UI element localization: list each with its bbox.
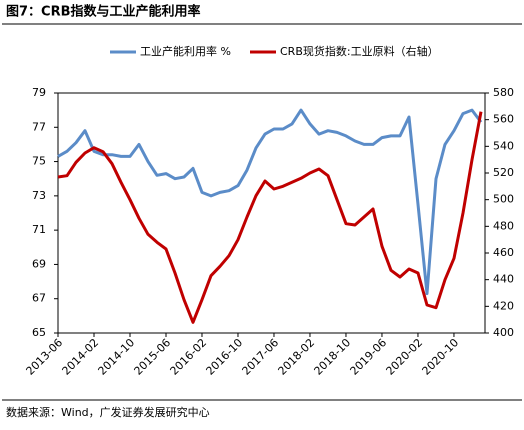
y-tick-label: 79 [32, 86, 46, 99]
series-line [57, 111, 483, 324]
legend-label: 工业产能利用率 % [140, 44, 231, 58]
y-tick-label: 65 [32, 326, 46, 339]
x-tick-label: 2016-10 [204, 336, 246, 378]
y2-tick-label: 420 [493, 299, 514, 312]
x-tick-label: 2013-06 [24, 336, 66, 378]
series-line [57, 108, 483, 296]
legend-label: CRB现货指数:工业原料（右轴） [280, 44, 439, 58]
y2-tick-label: 540 [493, 139, 514, 152]
y2-tick-label: 480 [493, 219, 514, 232]
y2-tick-label: 460 [493, 246, 514, 259]
x-tick-label: 2018-10 [312, 336, 354, 378]
x-tick-label: 2018-02 [276, 336, 318, 378]
x-tick-label: 2020-02 [384, 336, 426, 378]
y-tick-label: 75 [32, 155, 46, 168]
y-tick-label: 73 [32, 189, 46, 202]
y-tick-label: 69 [32, 257, 46, 270]
source: 数据来源：Wind，广发证券发展研究中心 [6, 405, 210, 419]
x-tick-label: 2014-10 [96, 336, 138, 378]
y2-tick-label: 500 [493, 193, 514, 206]
y-tick-label: 71 [32, 223, 46, 236]
x-tick-label: 2020-10 [419, 336, 461, 378]
y2-tick-label: 560 [493, 113, 514, 126]
x-tick-label: 2019-06 [348, 336, 390, 378]
x-tick-label: 2016-02 [168, 336, 210, 378]
y-tick-label: 67 [32, 292, 46, 305]
x-tick-label: 2017-06 [240, 336, 282, 378]
x-tick-label: 2014-02 [60, 336, 102, 378]
x-tick-label: 2015-06 [132, 336, 174, 378]
chart-title: 图7：CRB指数与工业产能利用率 [6, 4, 201, 20]
y2-tick-label: 580 [493, 86, 514, 99]
y2-tick-label: 440 [493, 273, 514, 286]
y2-tick-label: 400 [493, 326, 514, 339]
y-tick-label: 77 [32, 120, 46, 133]
y2-tick-label: 520 [493, 166, 514, 179]
plot-frame [57, 92, 486, 334]
